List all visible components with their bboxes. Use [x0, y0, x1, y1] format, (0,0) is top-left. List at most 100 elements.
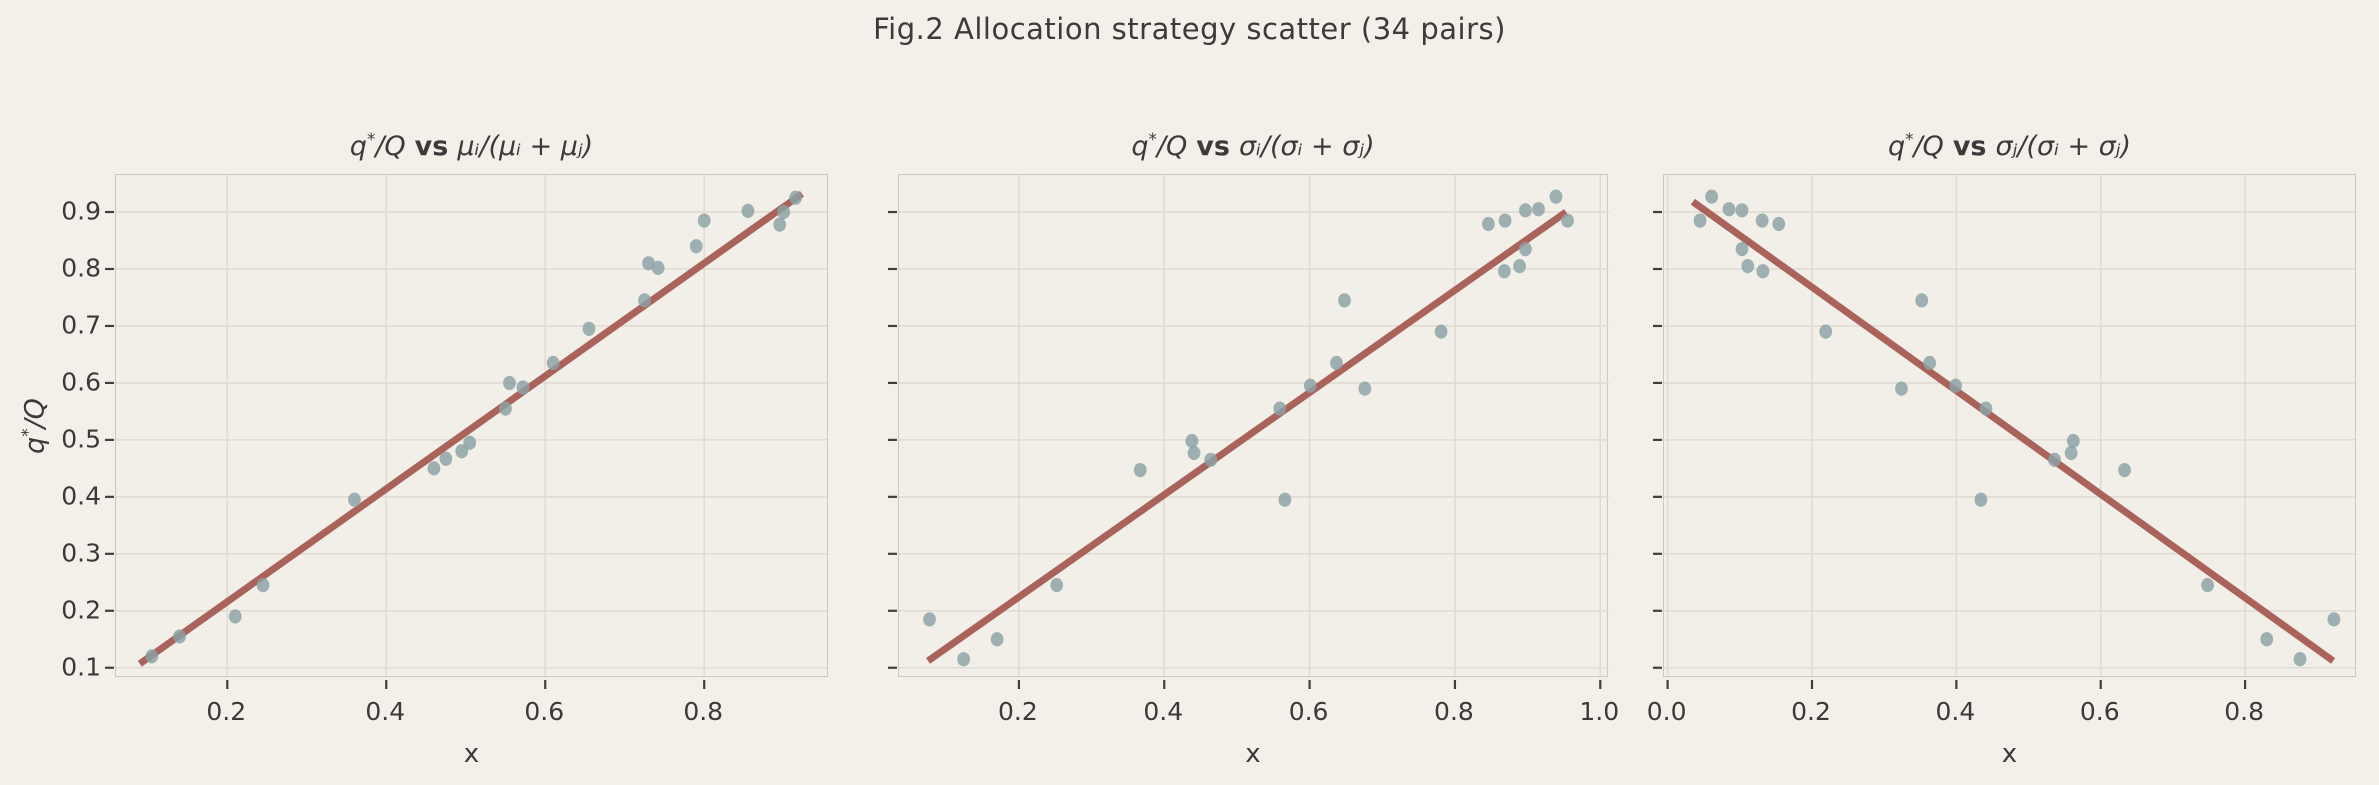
trend-line	[926, 209, 1569, 664]
x-tick-label: 0.2	[1791, 697, 1831, 726]
title-expression: μᵢ/(μᵢ + μⱼ)	[457, 131, 594, 162]
data-point	[439, 451, 453, 466]
data-point	[1974, 492, 1988, 507]
data-point	[2293, 652, 2307, 667]
y-tick-label: 0.7	[61, 310, 101, 340]
x-tick-label: 1.0	[1579, 697, 1620, 726]
data-point	[651, 260, 665, 275]
data-point	[642, 256, 655, 271]
data-point	[1273, 401, 1287, 416]
y-tick-label: 0.5	[61, 424, 101, 454]
data-point	[2048, 452, 2061, 467]
scatter-canvas	[888, 175, 1609, 689]
plot-area	[1653, 174, 2357, 689]
data-point	[1481, 216, 1495, 232]
title-math: q	[1887, 131, 1906, 162]
trend-line	[137, 190, 805, 667]
data-point	[1819, 324, 1833, 339]
x-tick-label: 0.4	[1935, 697, 1976, 726]
data-point	[455, 444, 469, 459]
title-math: q	[349, 131, 367, 162]
data-point	[1330, 355, 1343, 371]
data-point	[777, 204, 791, 220]
data-point	[1498, 213, 1512, 228]
data-point	[2066, 433, 2080, 449]
data-point	[2201, 578, 2214, 593]
data-point	[773, 217, 787, 232]
data-point	[1915, 293, 1929, 308]
data-point	[2260, 632, 2274, 647]
x-axis-label: x	[1245, 739, 1261, 769]
title-expression: σⱼ/(σᵢ + σⱼ)	[1995, 131, 2132, 162]
data-point	[1338, 293, 1351, 308]
data-point	[1756, 264, 1770, 279]
x-tick-label: 0.8	[683, 697, 724, 726]
x-tick-label: 0.6	[2079, 697, 2120, 726]
x-axis-label: x	[2001, 739, 2018, 769]
y-tick-label: 0.4	[61, 481, 101, 511]
data-point	[1133, 462, 1147, 478]
data-point	[1185, 433, 1199, 449]
data-point	[957, 652, 971, 667]
plot-area	[105, 174, 829, 689]
y-tick-label: 0.9	[61, 196, 101, 226]
data-point	[582, 321, 596, 336]
data-point	[1741, 259, 1755, 274]
data-point	[1949, 378, 1963, 393]
data-point	[546, 355, 560, 371]
title-vs: vs	[414, 131, 449, 162]
data-point	[1303, 378, 1317, 393]
data-point	[1693, 213, 1707, 228]
data-point	[427, 461, 441, 476]
plot-area	[888, 174, 1609, 689]
data-point	[228, 609, 242, 624]
data-point	[1772, 216, 1786, 232]
scatter-canvas	[1653, 175, 2357, 689]
data-point	[503, 375, 516, 391]
y-tick-label: 0.1	[61, 652, 101, 682]
data-point	[697, 213, 711, 228]
data-point	[1561, 213, 1574, 228]
data-point	[1923, 355, 1937, 371]
data-point	[789, 190, 803, 205]
data-point	[145, 649, 159, 664]
x-tick-label: 0.2	[998, 697, 1038, 726]
data-point	[1278, 492, 1292, 507]
data-point	[1722, 202, 1736, 217]
x-tick-label: 0.4	[1143, 697, 1184, 726]
data-point	[1187, 445, 1201, 461]
data-point	[1204, 452, 1218, 467]
scatter-canvas	[105, 175, 829, 689]
data-point	[638, 293, 651, 308]
title-superscript: *	[1905, 129, 1914, 149]
data-point	[173, 629, 186, 644]
data-point	[2064, 445, 2078, 461]
title-superscript: *	[366, 129, 376, 149]
data-point	[990, 632, 1004, 647]
data-point	[1513, 259, 1527, 274]
data-point	[1755, 213, 1769, 228]
data-point	[689, 239, 703, 254]
x-tick-label: 0.8	[1434, 697, 1474, 726]
data-point	[1735, 241, 1749, 257]
title-superscript: *	[1148, 129, 1157, 149]
data-point	[1979, 401, 1993, 416]
y-tick-label: 0.3	[61, 538, 101, 568]
x-axis-label: x	[463, 739, 480, 769]
x-tick-label: 0.6	[1288, 697, 1329, 726]
data-point	[1050, 578, 1064, 593]
data-point	[499, 401, 512, 416]
data-point	[741, 203, 755, 218]
title-math: q	[1131, 131, 1149, 162]
data-point	[256, 578, 270, 593]
figure-title: Fig.2 Allocation strategy scatter (34 pa…	[873, 12, 1506, 46]
data-point	[2327, 612, 2341, 627]
y-tick-label: 0.6	[61, 367, 101, 397]
data-point	[1532, 202, 1545, 217]
x-tick-label: 0.0	[1646, 697, 1687, 726]
data-point	[348, 492, 361, 507]
subplot-title: q*/Q vs μᵢ/(μᵢ + μⱼ)	[349, 129, 594, 162]
title-vs: vs	[1196, 131, 1230, 162]
data-point	[1705, 189, 1719, 204]
